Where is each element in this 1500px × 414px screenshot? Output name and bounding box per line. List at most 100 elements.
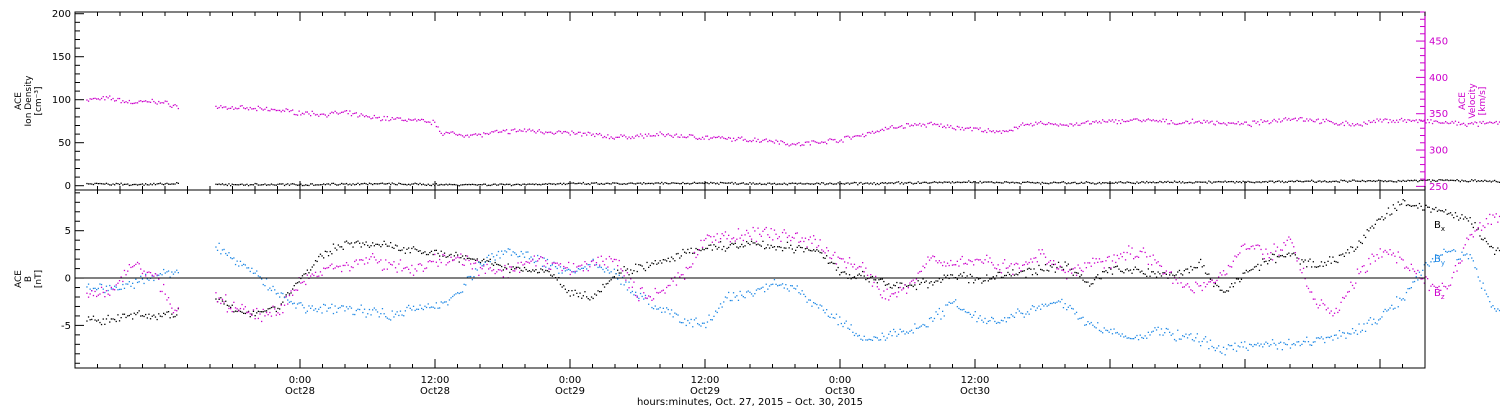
axis-label-line: Ion Density: [24, 75, 34, 127]
data-point: [1026, 311, 1029, 313]
data-point: [239, 183, 242, 186]
data-point: [1216, 120, 1218, 122]
data-point: [1224, 123, 1226, 125]
data-point: [842, 258, 844, 260]
data-point: [1040, 253, 1042, 255]
data-point: [1456, 179, 1458, 181]
data-point: [1479, 180, 1481, 182]
data-point: [1427, 264, 1429, 266]
data-point: [1196, 283, 1198, 285]
data-point: [105, 318, 108, 320]
data-point: [1002, 182, 1004, 184]
data-point: [590, 260, 593, 263]
data-point: [452, 259, 454, 262]
data-point: [385, 259, 387, 261]
data-point: [1044, 264, 1047, 266]
data-point: [1304, 278, 1306, 280]
data-point: [1495, 310, 1497, 312]
data-point: [280, 303, 282, 305]
data-point: [458, 257, 460, 259]
data-point: [1087, 262, 1089, 264]
data-point: [999, 181, 1001, 184]
data-point: [999, 269, 1001, 271]
data-point: [91, 98, 93, 100]
data-point: [375, 259, 377, 261]
data-point: [171, 313, 173, 315]
data-point: [471, 268, 473, 270]
data-point: [912, 125, 914, 127]
data-point: [1404, 299, 1406, 301]
data-point: [684, 251, 686, 253]
data-point: [1428, 206, 1430, 208]
data-point: [89, 293, 91, 295]
data-point: [332, 312, 335, 315]
data-point: [875, 275, 877, 278]
data-point: [1263, 261, 1265, 263]
data-point: [1193, 340, 1195, 342]
data-point: [1092, 283, 1094, 285]
data-point: [303, 307, 305, 309]
data-point: [319, 271, 322, 273]
data-point: [1314, 298, 1316, 300]
data-point: [143, 184, 145, 186]
data-point: [705, 182, 707, 184]
data-point: [830, 257, 833, 260]
data-point: [1046, 305, 1048, 307]
data-point: [166, 271, 168, 273]
data-point: [862, 262, 864, 264]
data-point: [154, 102, 157, 104]
data-point: [901, 331, 903, 333]
data-point: [296, 303, 299, 305]
data-point: [893, 293, 895, 295]
data-point: [1280, 341, 1282, 343]
data-point: [1311, 179, 1313, 181]
data-point: [638, 297, 640, 300]
data-point: [705, 247, 707, 250]
data-point: [564, 288, 566, 290]
data-point: [1420, 274, 1422, 276]
data-point: [977, 259, 980, 261]
data-point: [1270, 258, 1272, 260]
data-point: [1118, 181, 1120, 183]
data-point: [621, 135, 624, 137]
data-point: [496, 129, 498, 132]
data-point: [447, 184, 449, 186]
data-point: [341, 305, 343, 307]
data-point: [672, 258, 674, 260]
data-point: [1169, 123, 1171, 125]
data-point: [308, 305, 310, 307]
data-point: [563, 267, 565, 270]
data-point: [1304, 180, 1306, 182]
data-point: [408, 118, 410, 120]
data-point: [1072, 308, 1074, 310]
data-point: [1110, 120, 1112, 122]
data-point: [928, 317, 931, 320]
data-point: [136, 102, 139, 104]
data-point: [1464, 180, 1466, 182]
data-point: [889, 182, 891, 184]
data-point: [388, 182, 390, 184]
data-point: [1461, 260, 1463, 262]
data-point: [481, 136, 483, 138]
data-point: [1484, 123, 1486, 125]
data-point: [754, 230, 756, 232]
data-point: [551, 275, 553, 277]
data-point: [907, 285, 909, 287]
data-point: [636, 295, 638, 297]
data-point: [938, 307, 940, 310]
data-point: [551, 262, 553, 264]
data-point: [977, 182, 980, 184]
series-bz: [86, 213, 1500, 323]
data-point: [1111, 182, 1114, 184]
data-point: [218, 106, 220, 109]
data-point: [1242, 123, 1244, 125]
data-point: [1391, 254, 1393, 256]
data-point: [1227, 264, 1230, 267]
data-point: [894, 285, 896, 287]
data-point: [1020, 270, 1022, 273]
data-point: [1004, 130, 1006, 133]
data-point: [226, 108, 228, 110]
data-point: [715, 245, 717, 248]
data-point: [220, 253, 222, 255]
data-point: [670, 182, 673, 184]
